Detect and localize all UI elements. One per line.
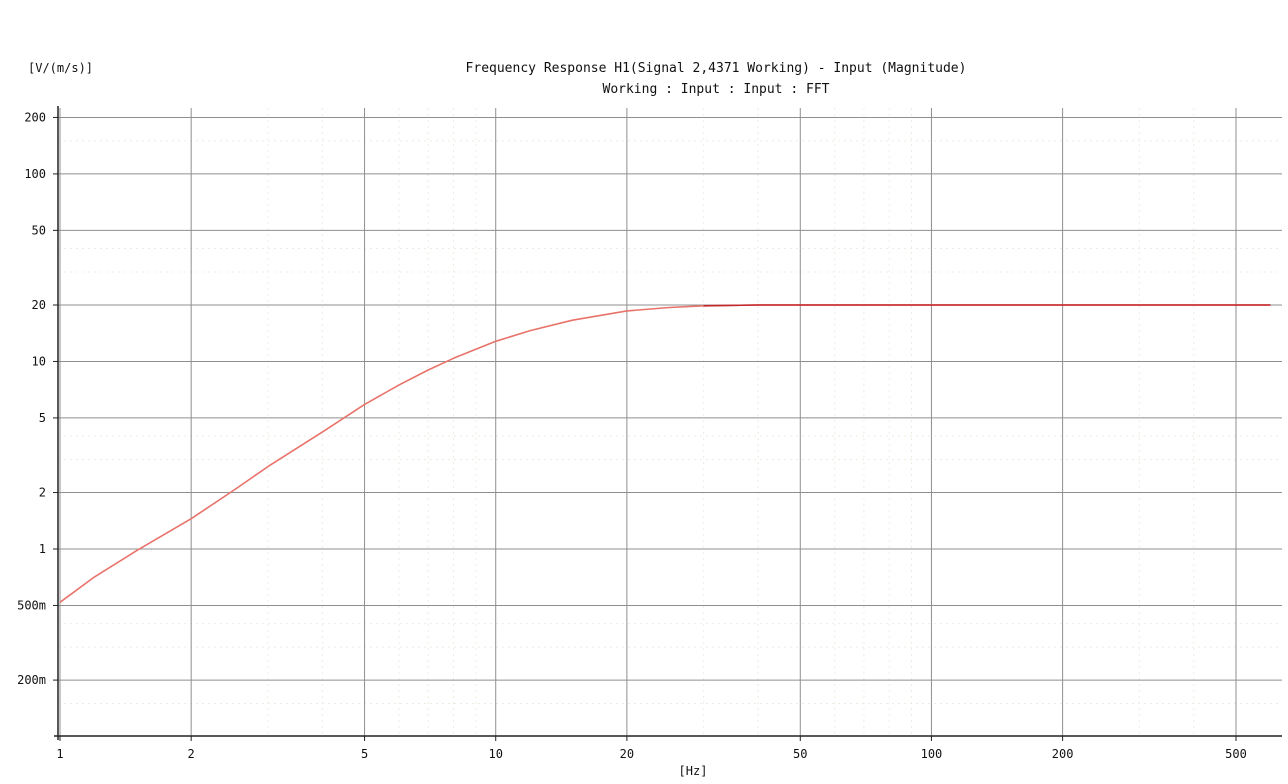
x-tick-label: 50 [793, 747, 807, 761]
x-axis-unit-label: [Hz] [679, 764, 708, 778]
x-tick-label: 500 [1225, 747, 1247, 761]
chart-subtitle: Working : Input : Input : FFT [603, 82, 830, 97]
x-tick-label: 10 [488, 747, 502, 761]
y-tick-label: 200m [17, 673, 46, 687]
chart-title: Frequency Response H1(Signal 2,4371 Work… [466, 61, 967, 76]
y-tick-label: 5 [39, 411, 46, 425]
axes [53, 106, 1282, 741]
grid [58, 108, 1282, 736]
x-tick-label: 20 [620, 747, 634, 761]
y-tick-label: 500m [17, 598, 46, 612]
x-tick-label: 200 [1052, 747, 1074, 761]
x-tick-label: 2 [188, 747, 195, 761]
x-tick-label: 5 [361, 747, 368, 761]
x-tick-label: 1 [56, 747, 63, 761]
y-tick-label: 200 [24, 110, 46, 124]
series-layer [59, 304, 1271, 603]
series-line [59, 304, 1271, 603]
series-line-plateau [703, 304, 1271, 307]
y-tick-label: 1 [39, 542, 46, 556]
y-tick-label: 20 [32, 298, 46, 312]
y-tick-label: 2 [39, 486, 46, 500]
y-tick-label: 100 [24, 167, 46, 181]
y-axis-unit-label: [V/(m/s)] [28, 61, 93, 75]
tick-labels: 200 100 50 20 10 5 2 1 500m 200m 1 2 5 10 20 50 100 200 50… [17, 110, 1247, 761]
y-tick-label: 10 [32, 354, 46, 368]
y-tick-label: 50 [32, 223, 46, 237]
x-tick-label: 100 [921, 747, 943, 761]
